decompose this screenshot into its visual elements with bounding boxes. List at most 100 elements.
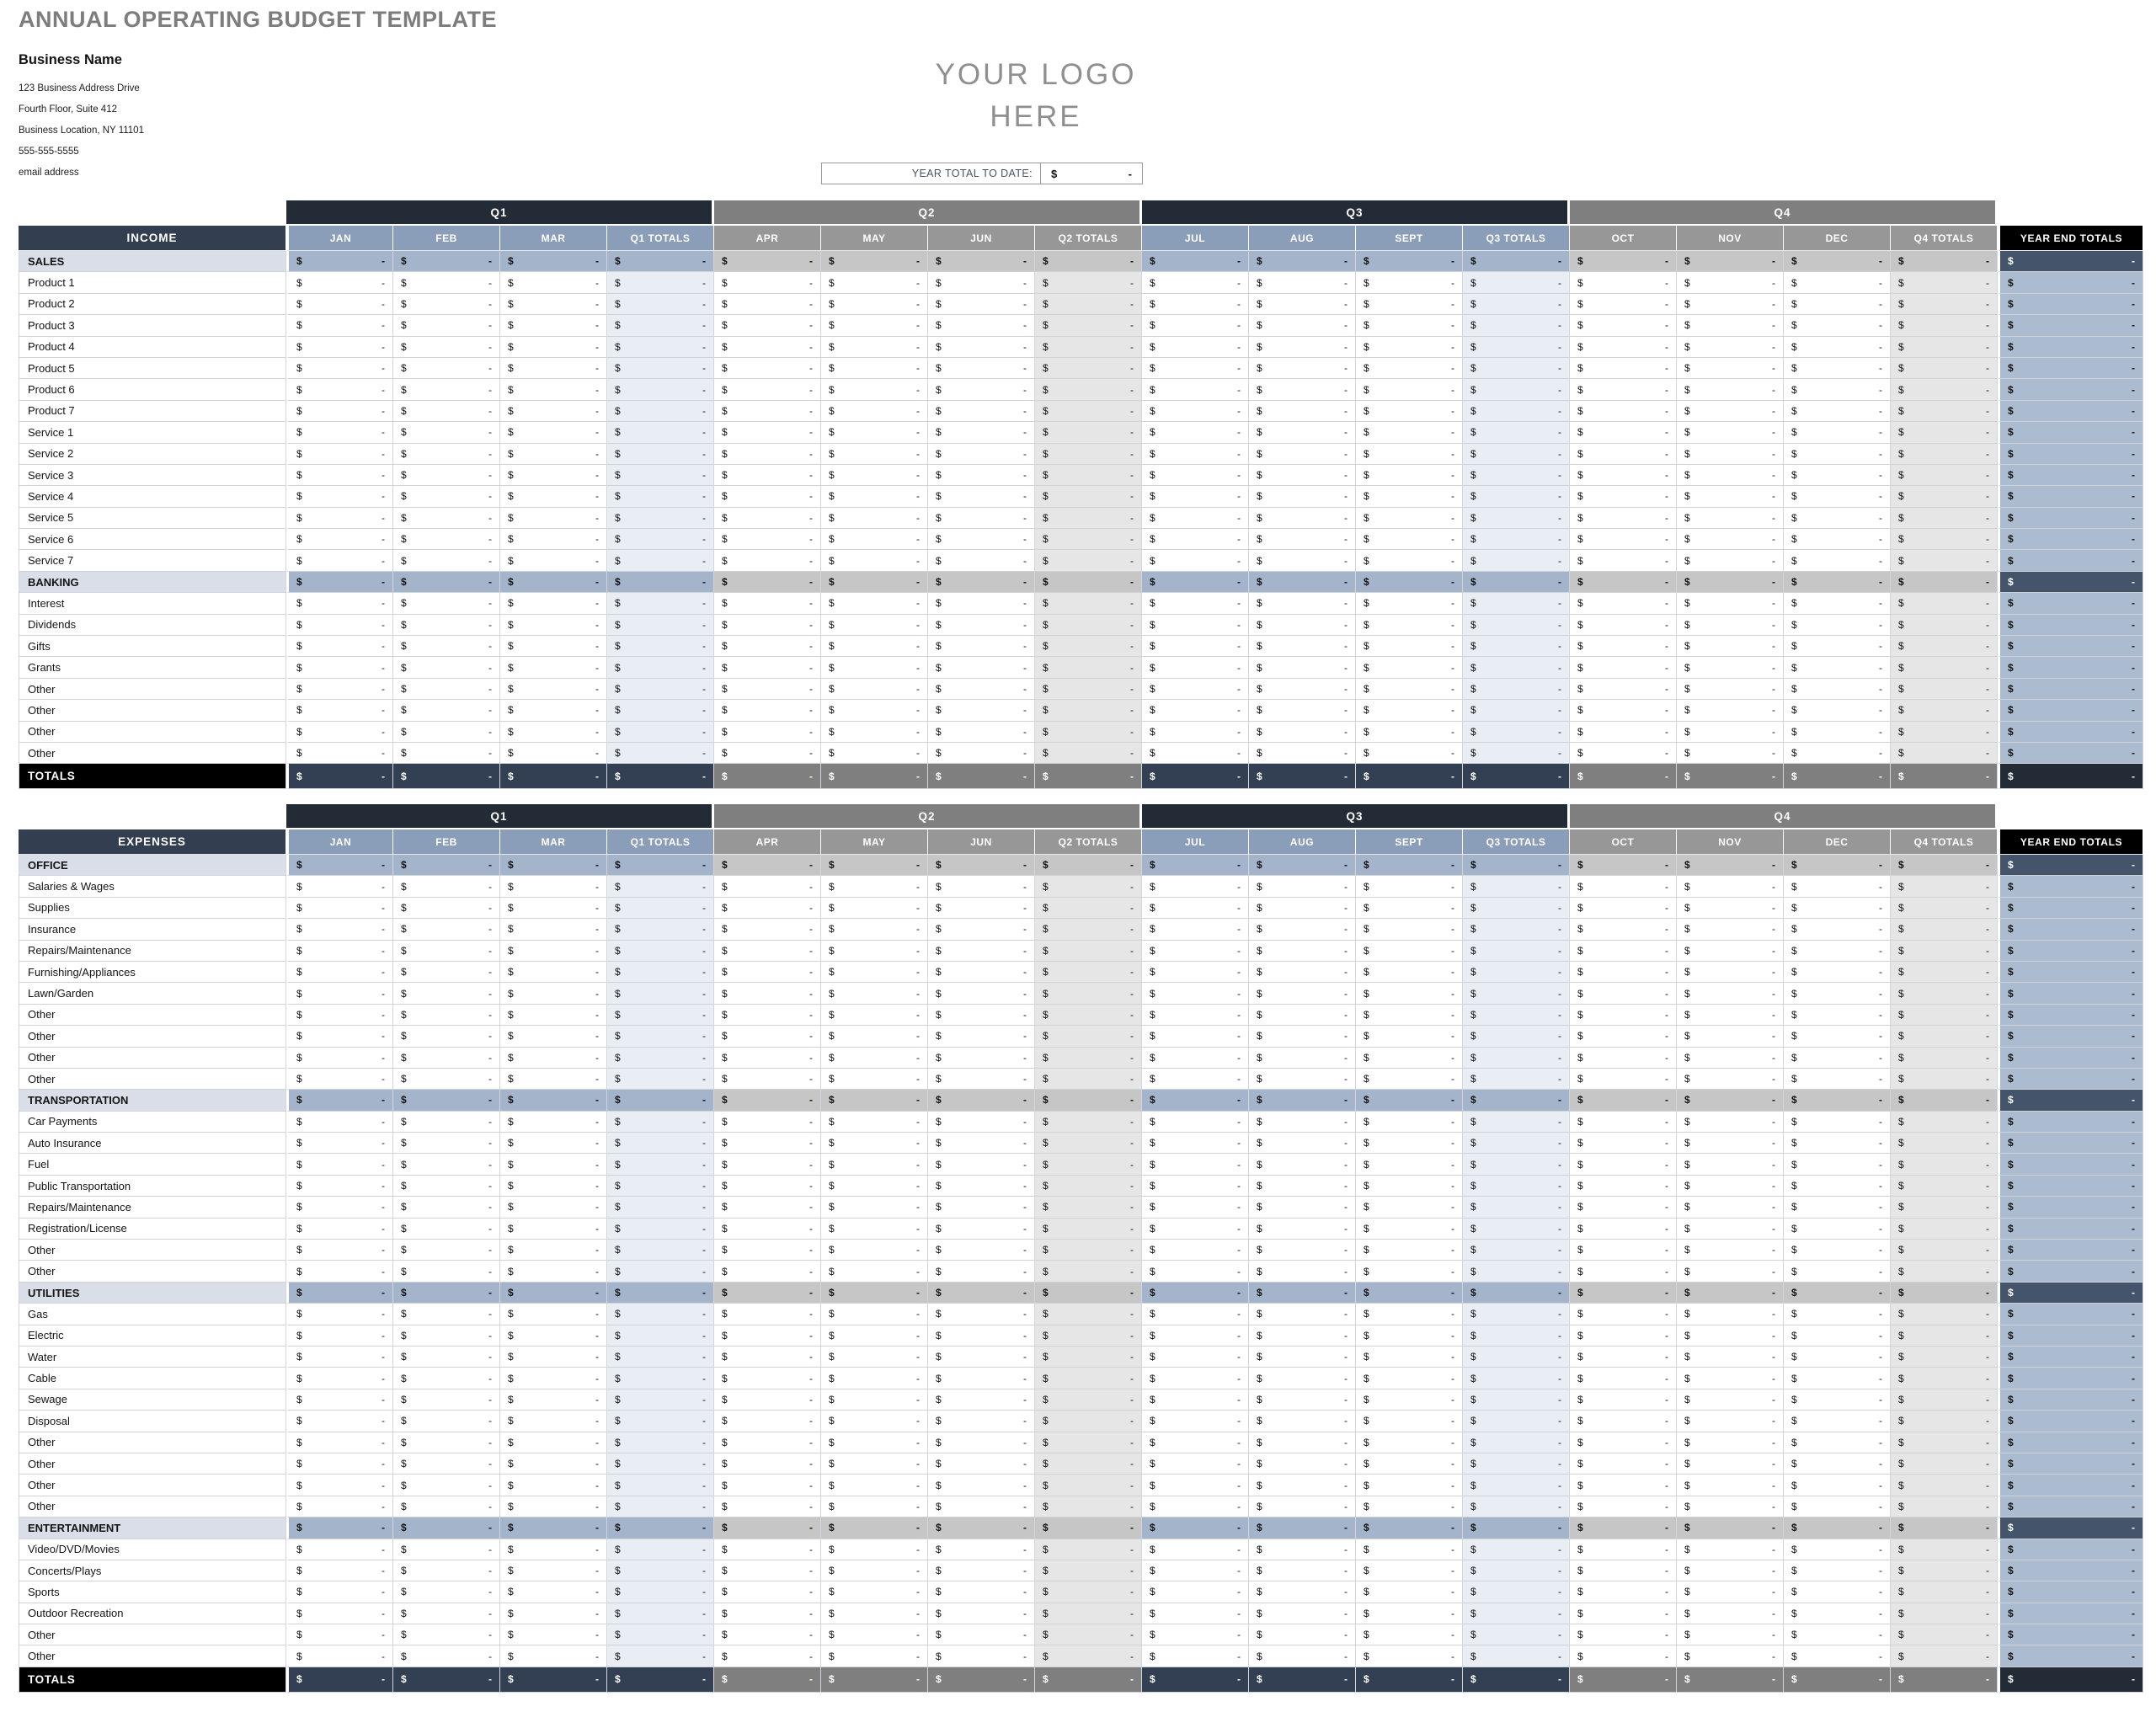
month-amount-cell[interactable]: $ - bbox=[393, 550, 500, 572]
quarter-total-cell[interactable]: $ - bbox=[1891, 1175, 1998, 1197]
month-amount-cell[interactable]: $ - bbox=[286, 357, 393, 380]
month-amount-cell[interactable]: $ - bbox=[1249, 251, 1356, 273]
month-amount-cell[interactable]: $ - bbox=[286, 400, 393, 423]
month-amount-cell[interactable]: $ - bbox=[714, 464, 821, 487]
month-amount-cell[interactable]: $ - bbox=[1249, 614, 1356, 637]
month-amount-cell[interactable]: $ - bbox=[1570, 1197, 1677, 1219]
quarter-total-cell[interactable]: $ - bbox=[1463, 571, 1570, 594]
month-amount-cell[interactable]: $ - bbox=[714, 507, 821, 530]
quarter-total-cell[interactable]: $ - bbox=[1891, 1068, 1998, 1091]
month-amount-cell[interactable]: $ - bbox=[1784, 336, 1891, 358]
month-amount-cell[interactable]: $ - bbox=[1356, 422, 1463, 444]
quarter-total-cell[interactable]: $ - bbox=[1463, 1453, 1570, 1475]
quarter-total-cell[interactable]: $ - bbox=[1463, 1047, 1570, 1069]
month-amount-cell[interactable]: $ - bbox=[1570, 1645, 1677, 1667]
month-amount-cell[interactable]: $ - bbox=[821, 1240, 928, 1261]
month-amount-cell[interactable]: $ - bbox=[1356, 1667, 1463, 1693]
month-amount-cell[interactable]: $ - bbox=[1249, 357, 1356, 380]
month-amount-cell[interactable]: $ - bbox=[1677, 336, 1784, 358]
month-amount-cell[interactable]: $ - bbox=[500, 876, 607, 898]
month-amount-cell[interactable]: $ - bbox=[1142, 1389, 1249, 1411]
month-amount-cell[interactable]: $ - bbox=[1142, 507, 1249, 530]
row-label[interactable]: ENTERTAINMENT bbox=[19, 1517, 286, 1539]
year-end-total-cell[interactable]: $ - bbox=[1998, 443, 2143, 465]
month-amount-cell[interactable]: $ - bbox=[286, 1517, 393, 1539]
year-end-total-cell[interactable]: $ - bbox=[1998, 1560, 2143, 1582]
quarter-total-cell[interactable]: $ - bbox=[607, 1411, 714, 1432]
year-end-total-cell[interactable]: $ - bbox=[1998, 400, 2143, 423]
month-amount-cell[interactable]: $ - bbox=[1356, 1047, 1463, 1069]
year-end-total-cell[interactable]: $ - bbox=[1998, 1581, 2143, 1603]
month-amount-cell[interactable]: $ - bbox=[1249, 1068, 1356, 1091]
month-amount-cell[interactable]: $ - bbox=[821, 940, 928, 962]
month-amount-cell[interactable]: $ - bbox=[1784, 1432, 1891, 1453]
row-label[interactable]: Product 1 bbox=[19, 272, 286, 294]
month-amount-cell[interactable]: $ - bbox=[1142, 486, 1249, 508]
month-amount-cell[interactable]: $ - bbox=[1249, 1240, 1356, 1261]
row-label[interactable]: Grants bbox=[19, 657, 286, 679]
quarter-total-cell[interactable]: $ - bbox=[1035, 636, 1142, 658]
month-amount-cell[interactable]: $ - bbox=[928, 614, 1035, 637]
month-amount-cell[interactable]: $ - bbox=[1356, 1026, 1463, 1048]
quarter-total-cell[interactable]: $ - bbox=[1035, 336, 1142, 358]
month-amount-cell[interactable]: $ - bbox=[1784, 1068, 1891, 1091]
month-amount-cell[interactable]: $ - bbox=[714, 1411, 821, 1432]
row-label[interactable]: Supplies bbox=[19, 897, 286, 920]
month-amount-cell[interactable]: $ - bbox=[1249, 293, 1356, 316]
month-amount-cell[interactable]: $ - bbox=[1142, 678, 1249, 701]
month-amount-cell[interactable]: $ - bbox=[1249, 1645, 1356, 1667]
month-amount-cell[interactable]: $ - bbox=[821, 1411, 928, 1432]
year-end-total-cell[interactable]: $ - bbox=[1998, 1645, 2143, 1667]
quarter-total-cell[interactable]: $ - bbox=[1891, 593, 1998, 615]
quarter-total-cell[interactable]: $ - bbox=[607, 1004, 714, 1027]
quarter-total-cell[interactable]: $ - bbox=[1891, 529, 1998, 551]
quarter-total-cell[interactable]: $ - bbox=[1463, 464, 1570, 487]
month-amount-cell[interactable]: $ - bbox=[286, 1240, 393, 1261]
quarter-total-cell[interactable]: $ - bbox=[607, 1068, 714, 1091]
year-end-total-cell[interactable]: $ - bbox=[1998, 897, 2143, 920]
quarter-total-cell[interactable]: $ - bbox=[1035, 700, 1142, 722]
month-amount-cell[interactable]: $ - bbox=[1784, 1090, 1891, 1112]
month-amount-cell[interactable]: $ - bbox=[821, 593, 928, 615]
row-label[interactable]: Product 7 bbox=[19, 400, 286, 423]
month-amount-cell[interactable]: $ - bbox=[393, 919, 500, 941]
month-amount-cell[interactable]: $ - bbox=[714, 593, 821, 615]
month-amount-cell[interactable]: $ - bbox=[1677, 1111, 1784, 1133]
quarter-total-cell[interactable]: $ - bbox=[1463, 1282, 1570, 1304]
month-amount-cell[interactable]: $ - bbox=[928, 636, 1035, 658]
month-amount-cell[interactable]: $ - bbox=[1356, 272, 1463, 294]
quarter-total-cell[interactable]: $ - bbox=[1891, 1090, 1998, 1112]
month-amount-cell[interactable]: $ - bbox=[393, 1496, 500, 1518]
month-amount-cell[interactable]: $ - bbox=[500, 400, 607, 423]
quarter-total-cell[interactable]: $ - bbox=[1891, 1432, 1998, 1453]
row-label[interactable]: Service 6 bbox=[19, 529, 286, 551]
row-label[interactable]: Service 5 bbox=[19, 507, 286, 530]
quarter-total-cell[interactable]: $ - bbox=[607, 1154, 714, 1176]
month-amount-cell[interactable]: $ - bbox=[1784, 251, 1891, 273]
month-amount-cell[interactable]: $ - bbox=[1249, 764, 1356, 790]
month-amount-cell[interactable]: $ - bbox=[1356, 1346, 1463, 1368]
month-amount-cell[interactable]: $ - bbox=[1142, 400, 1249, 423]
month-amount-cell[interactable]: $ - bbox=[500, 764, 607, 790]
month-amount-cell[interactable]: $ - bbox=[500, 919, 607, 941]
month-amount-cell[interactable]: $ - bbox=[1677, 1090, 1784, 1112]
month-amount-cell[interactable]: $ - bbox=[1784, 593, 1891, 615]
quarter-total-cell[interactable]: $ - bbox=[607, 876, 714, 898]
month-amount-cell[interactable]: $ - bbox=[821, 357, 928, 380]
row-label[interactable]: Car Payments bbox=[19, 1111, 286, 1133]
month-amount-cell[interactable]: $ - bbox=[1356, 1004, 1463, 1027]
month-amount-cell[interactable]: $ - bbox=[1677, 1368, 1784, 1389]
month-amount-cell[interactable]: $ - bbox=[393, 1218, 500, 1240]
quarter-total-cell[interactable]: $ - bbox=[1463, 742, 1570, 765]
month-amount-cell[interactable]: $ - bbox=[1784, 1111, 1891, 1133]
quarter-total-cell[interactable]: $ - bbox=[1463, 1240, 1570, 1261]
month-amount-cell[interactable]: $ - bbox=[286, 940, 393, 962]
month-amount-cell[interactable]: $ - bbox=[393, 571, 500, 594]
row-label[interactable]: Outdoor Recreation bbox=[19, 1603, 286, 1625]
month-amount-cell[interactable]: $ - bbox=[714, 1111, 821, 1133]
month-amount-cell[interactable]: $ - bbox=[1677, 486, 1784, 508]
quarter-total-cell[interactable]: $ - bbox=[1891, 272, 1998, 294]
quarter-total-cell[interactable]: $ - bbox=[1463, 1026, 1570, 1048]
month-amount-cell[interactable]: $ - bbox=[928, 1453, 1035, 1475]
month-amount-cell[interactable]: $ - bbox=[928, 1068, 1035, 1091]
